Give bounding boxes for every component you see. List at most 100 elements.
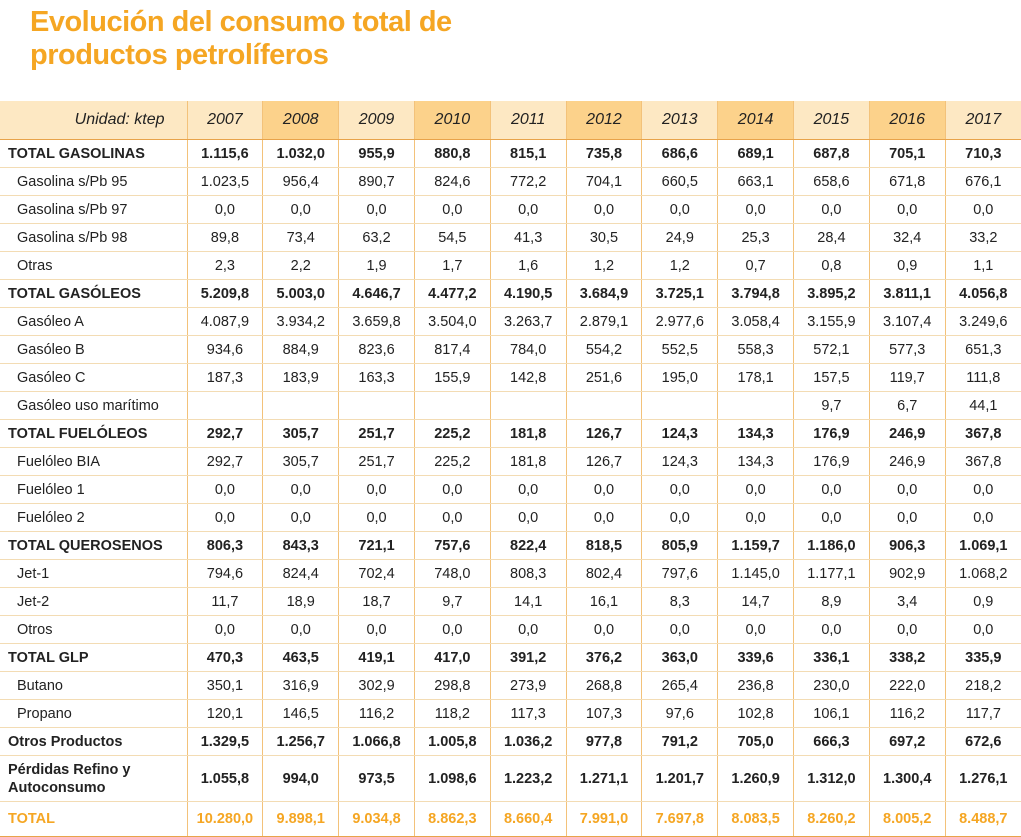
cell: 0,0 [565, 475, 642, 504]
cell: 735,8 [565, 139, 642, 168]
cell: 187,3 [186, 363, 263, 392]
table-row: Jet-1 794,6 824,4 702,4 748,0 808,3 802,4 797,6… [0, 559, 1021, 588]
cell: 9,7 [793, 391, 870, 420]
cell: 0,0 [186, 475, 263, 504]
cell: 292,7 [186, 419, 263, 448]
cell: 1,9 [338, 251, 415, 280]
cell: 0,0 [489, 615, 567, 644]
cell: 710,3 [944, 139, 1021, 168]
column-header: 2015 [793, 101, 870, 140]
cell: 784,0 [489, 335, 567, 364]
cell: 3.659,8 [338, 307, 415, 336]
table-row: TOTAL QUEROSENOS 806,3 843,3 721,1 757,6 822,… [0, 531, 1021, 560]
cell: 823,6 [338, 335, 415, 364]
cell: 8.862,3 [413, 801, 491, 837]
cell: 1.036,2 [489, 727, 567, 756]
cell: 748,0 [413, 559, 491, 588]
cell: 417,0 [413, 643, 491, 672]
cell: 1.276,1 [944, 755, 1021, 802]
cell: 0,0 [413, 195, 491, 224]
cell: 63,2 [338, 223, 415, 252]
cell: 336,1 [793, 643, 870, 672]
cell: 41,3 [489, 223, 567, 252]
cell: 0,0 [565, 615, 642, 644]
cell: 236,8 [717, 671, 794, 700]
cell: 791,2 [641, 727, 718, 756]
cell: 689,1 [717, 139, 794, 168]
cell: 251,7 [338, 447, 415, 476]
cell: 686,6 [641, 139, 718, 168]
cell: 178,1 [717, 363, 794, 392]
cell: 225,2 [413, 447, 491, 476]
table-row: Otros Productos 1.329,5 1.256,7 1.066,8 1.00… [0, 727, 1021, 756]
cell: 107,3 [565, 699, 642, 728]
cell: 0,0 [944, 195, 1021, 224]
cell: 0,0 [489, 475, 567, 504]
cell: 0,0 [641, 615, 718, 644]
cell: 0,0 [489, 503, 567, 532]
cell: 97,6 [641, 699, 718, 728]
cell: 339,6 [717, 643, 794, 672]
table-row: Propano 120,1 146,5 116,2 118,2 117,3 107,3 97,… [0, 699, 1021, 728]
cell: 0,0 [262, 503, 339, 532]
row-label: Otros Productos [0, 727, 187, 756]
table-row: Fuelóleo 2 0,0 0,0 0,0 0,0 0,0 0,0 0,0 0,0 0,0 0,0… [0, 503, 1021, 532]
cell: 1.312,0 [793, 755, 870, 802]
cell: 3.263,7 [489, 307, 567, 336]
cell: 376,2 [565, 643, 642, 672]
cell: 1.186,0 [793, 531, 870, 560]
cell: 8.083,5 [717, 801, 794, 837]
cell: 117,3 [489, 699, 567, 728]
table-row: Gasóleo A 4.087,9 3.934,2 3.659,8 3.504,0 3.2… [0, 307, 1021, 336]
cell: 3.107,4 [868, 307, 946, 336]
cell: 0,9 [944, 587, 1021, 616]
column-header: 2011 [489, 101, 567, 140]
column-header: 2012 [565, 101, 642, 140]
cell: 0,0 [565, 195, 642, 224]
cell: 8,3 [641, 587, 718, 616]
cell: 18,9 [262, 587, 339, 616]
cell: 757,6 [413, 531, 491, 560]
cell: 1,2 [641, 251, 718, 280]
cell: 0,0 [717, 615, 794, 644]
cell: 28,4 [793, 223, 870, 252]
cell: 305,7 [262, 447, 339, 476]
cell: 0,0 [413, 615, 491, 644]
cell: 0,0 [793, 503, 870, 532]
cell: 0,0 [338, 475, 415, 504]
table-row: Gasóleo uso marítimo 9,7 6,7 44,1 [0, 391, 1021, 420]
row-label: Gasóleo A [0, 307, 187, 336]
table-row: Gasolina s/Pb 97 0,0 0,0 0,0 0,0 0,0 0,0 0,0 0,0… [0, 195, 1021, 224]
cell: 3.794,8 [717, 279, 794, 308]
cell: 8.660,4 [489, 801, 567, 837]
row-label: Fuelóleo 1 [0, 475, 187, 504]
cell: 554,2 [565, 335, 642, 364]
table-row: Gasóleo B 934,6 884,9 823,6 817,4 784,0 554,2 5… [0, 335, 1021, 364]
header-row: Unidad: ktep 2007 2008 2009 2010 2011 2012 2013… [0, 101, 1021, 140]
cell: 817,4 [413, 335, 491, 364]
table-row: TOTAL 10.280,0 9.898,1 9.034,8 8.862,3 8.660,… [0, 801, 1021, 837]
table-row: Jet-2 11,7 18,9 18,7 9,7 14,1 16,1 8,3 14,7 8,9 3,… [0, 587, 1021, 616]
cell: 704,1 [565, 167, 642, 196]
cell: 230,0 [793, 671, 870, 700]
cell: 218,2 [944, 671, 1021, 700]
cell: 3.684,9 [565, 279, 642, 308]
cell: 3,4 [868, 587, 946, 616]
row-label: TOTAL GASOLINAS [0, 139, 187, 168]
cell: 702,4 [338, 559, 415, 588]
cell: 4.477,2 [413, 279, 491, 308]
cell: 1.201,7 [641, 755, 718, 802]
cell: 3.934,2 [262, 307, 339, 336]
cell: 4.056,8 [944, 279, 1021, 308]
cell: 268,8 [565, 671, 642, 700]
cell: 822,4 [489, 531, 567, 560]
cell: 0,0 [413, 475, 491, 504]
row-label: Gasóleo B [0, 335, 187, 364]
cell: 89,8 [186, 223, 263, 252]
cell: 265,4 [641, 671, 718, 700]
table-row: Gasolina s/Pb 95 1.023,5 956,4 890,7 824,6 77… [0, 167, 1021, 196]
table-row: Gasolina s/Pb 98 89,8 73,4 63,2 54,5 41,3 30,5… [0, 223, 1021, 252]
cell: 956,4 [262, 167, 339, 196]
title: Evolución del consumo total de productos… [30, 6, 452, 71]
cell [413, 391, 491, 420]
